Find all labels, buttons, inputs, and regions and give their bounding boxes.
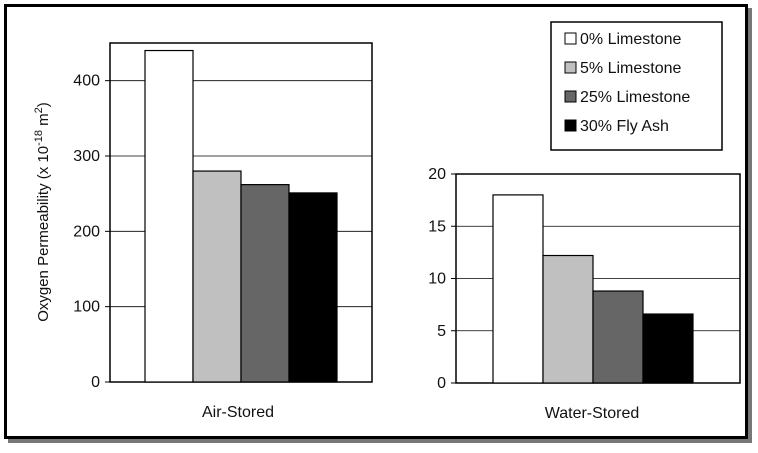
air-stored-y-ticks: 0 100 200 300 400 xyxy=(73,73,110,391)
y-axis-label-text: Oxygen Permeability (x 10 xyxy=(35,146,52,322)
legend-label: 5% Limestone xyxy=(580,60,681,77)
legend-swatch xyxy=(564,61,577,74)
water-stored-x-label: Water-Stored xyxy=(545,405,640,422)
water-stored-bars xyxy=(492,194,694,384)
air-stored-y-tick-label: 400 xyxy=(73,73,100,90)
y-axis-label-unit: m xyxy=(35,113,52,130)
y-axis-label-exponent: -18 xyxy=(33,130,45,146)
legend: 0% Limestone 5% Limestone 25% Limestone 30%… xyxy=(550,21,723,151)
water-stored-bar-3 xyxy=(642,313,694,384)
legend-box xyxy=(550,21,723,151)
y-axis-label: Oxygen Permeability (x 10-18 m2) xyxy=(33,102,52,322)
water-stored-bar-0 xyxy=(492,194,544,384)
water-stored-y-ticks: 0 5 10 15 20 xyxy=(428,166,456,392)
air-stored-y-tick-label: 200 xyxy=(73,223,100,240)
air-stored-y-tick-label: 300 xyxy=(73,148,100,165)
air-stored-x-label: Air-Stored xyxy=(202,404,274,421)
legend-label: 25% Limestone xyxy=(580,89,690,106)
air-stored-bar-2 xyxy=(240,184,290,383)
air-stored-chart: 0 100 200 300 400 Air-Stored Oxygen Permeabi… xyxy=(33,42,373,421)
water-stored-y-tick-label: 10 xyxy=(428,271,446,288)
legend-swatch xyxy=(564,119,577,132)
water-stored-y-tick-label: 5 xyxy=(437,323,446,340)
water-stored-y-tick-label: 0 xyxy=(437,375,446,392)
air-stored-y-tick-label: 100 xyxy=(73,299,100,316)
y-axis-label-unit-exponent: 2 xyxy=(33,107,45,113)
air-stored-bar-1 xyxy=(192,170,242,383)
air-stored-y-tick-label: 0 xyxy=(91,374,100,391)
air-stored-bar-3 xyxy=(288,192,338,383)
legend-items: 0% Limestone 5% Limestone 25% Limestone 30%… xyxy=(564,31,690,135)
water-stored-bar-1 xyxy=(542,254,594,384)
legend-label: 0% Limestone xyxy=(580,31,681,48)
water-stored-y-tick-label: 15 xyxy=(428,218,446,235)
water-stored-y-tick-label: 20 xyxy=(428,166,446,183)
water-stored-bar-2 xyxy=(592,290,644,384)
legend-swatch xyxy=(564,32,577,45)
legend-label: 30% Fly Ash xyxy=(580,118,669,135)
water-stored-chart: 0 5 10 15 20 Water-Stored xyxy=(428,166,741,422)
y-axis-label-close: ) xyxy=(35,102,52,107)
legend-swatch xyxy=(564,90,577,103)
air-stored-bars xyxy=(144,49,338,383)
air-stored-bar-0 xyxy=(144,49,194,383)
